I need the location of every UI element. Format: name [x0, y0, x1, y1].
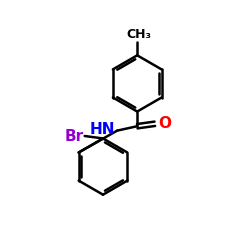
Text: HN: HN	[90, 122, 115, 137]
Text: CH₃: CH₃	[126, 28, 151, 41]
Text: Br: Br	[64, 128, 84, 144]
Text: O: O	[158, 116, 172, 131]
